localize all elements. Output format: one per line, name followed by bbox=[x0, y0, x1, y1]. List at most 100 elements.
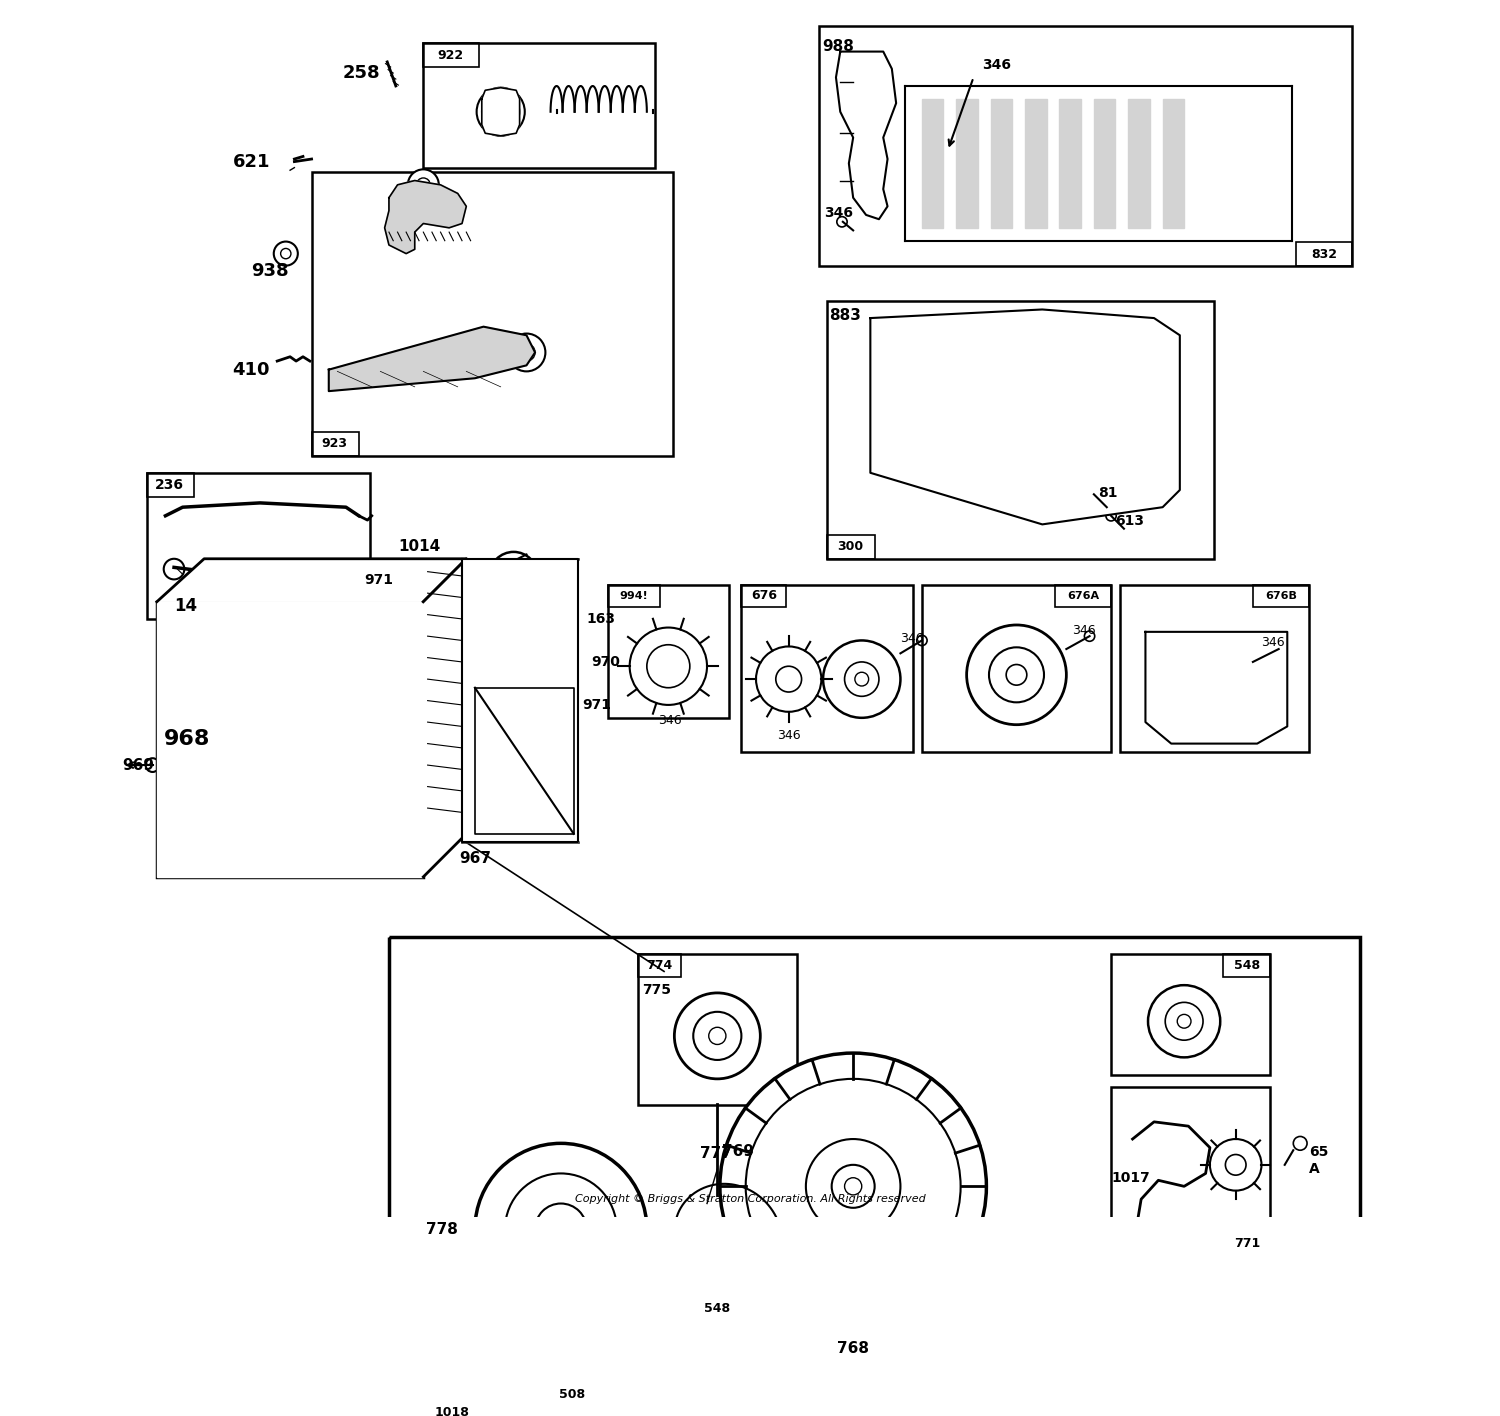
Text: 774: 774 bbox=[646, 959, 674, 971]
Text: 968: 968 bbox=[164, 729, 210, 749]
Bar bbox=[516, 1328, 628, 1415]
Text: A: A bbox=[1310, 1163, 1320, 1177]
Polygon shape bbox=[1024, 99, 1047, 228]
Text: 676A: 676A bbox=[1068, 590, 1100, 600]
Text: 994!: 994! bbox=[620, 590, 648, 600]
Bar bbox=[396, 1315, 507, 1416]
Circle shape bbox=[1148, 986, 1220, 1058]
Circle shape bbox=[507, 334, 546, 371]
Polygon shape bbox=[1146, 632, 1287, 743]
Circle shape bbox=[904, 365, 914, 374]
Bar bbox=[1059, 99, 1082, 228]
Bar bbox=[819, 25, 1352, 266]
Bar bbox=[638, 954, 681, 977]
Text: 1017: 1017 bbox=[1112, 1171, 1150, 1185]
Bar bbox=[1252, 585, 1310, 607]
Circle shape bbox=[904, 395, 914, 404]
Text: 676B: 676B bbox=[1266, 590, 1298, 600]
Circle shape bbox=[824, 640, 900, 718]
Text: 163: 163 bbox=[586, 612, 615, 626]
Text: 346: 346 bbox=[900, 632, 924, 644]
Text: 346: 346 bbox=[824, 207, 854, 221]
Bar bbox=[1222, 1233, 1270, 1255]
Circle shape bbox=[806, 1138, 900, 1233]
Bar bbox=[922, 585, 1112, 752]
Polygon shape bbox=[158, 559, 466, 602]
Text: 346: 346 bbox=[982, 58, 1011, 72]
Text: 410: 410 bbox=[232, 361, 270, 378]
Bar bbox=[388, 937, 1360, 1416]
Circle shape bbox=[1042, 116, 1146, 219]
Bar bbox=[1054, 585, 1112, 607]
Circle shape bbox=[489, 552, 537, 600]
Circle shape bbox=[476, 1143, 646, 1315]
Text: 300: 300 bbox=[837, 541, 864, 554]
Text: 676: 676 bbox=[752, 589, 777, 602]
Polygon shape bbox=[482, 88, 519, 136]
Polygon shape bbox=[957, 99, 978, 228]
Text: 621: 621 bbox=[232, 153, 270, 170]
Bar bbox=[957, 99, 978, 228]
Text: 65: 65 bbox=[1310, 1146, 1328, 1158]
Text: 346: 346 bbox=[658, 714, 682, 726]
Text: 771: 771 bbox=[1234, 1238, 1260, 1250]
Text: 777: 777 bbox=[699, 1146, 732, 1161]
Text: 969: 969 bbox=[123, 758, 154, 773]
Circle shape bbox=[974, 361, 1094, 481]
Polygon shape bbox=[922, 99, 944, 228]
Polygon shape bbox=[1094, 99, 1116, 228]
Circle shape bbox=[1210, 1138, 1261, 1191]
Text: 923: 923 bbox=[322, 438, 348, 450]
Bar bbox=[423, 42, 478, 67]
Text: 832: 832 bbox=[1311, 248, 1336, 261]
Circle shape bbox=[482, 93, 519, 130]
Bar bbox=[423, 42, 656, 167]
Bar bbox=[312, 171, 672, 456]
Circle shape bbox=[934, 395, 944, 404]
Bar bbox=[1222, 954, 1270, 977]
Text: 769: 769 bbox=[723, 1144, 754, 1160]
Text: 768: 768 bbox=[837, 1341, 868, 1357]
Polygon shape bbox=[1128, 99, 1149, 228]
Text: 14: 14 bbox=[174, 598, 196, 616]
Polygon shape bbox=[870, 310, 1180, 524]
Text: 1018: 1018 bbox=[435, 1406, 470, 1416]
Bar bbox=[1112, 954, 1270, 1075]
Text: 971: 971 bbox=[582, 698, 612, 712]
Polygon shape bbox=[476, 688, 574, 834]
Bar bbox=[312, 432, 358, 456]
Circle shape bbox=[964, 395, 974, 404]
Bar bbox=[147, 473, 370, 619]
Text: 236: 236 bbox=[154, 477, 184, 491]
Polygon shape bbox=[836, 51, 896, 219]
Text: 81: 81 bbox=[1098, 486, 1118, 500]
Circle shape bbox=[422, 1332, 482, 1393]
Circle shape bbox=[506, 1174, 616, 1286]
Circle shape bbox=[1184, 653, 1252, 722]
Polygon shape bbox=[1059, 99, 1082, 228]
Circle shape bbox=[630, 627, 706, 705]
Bar bbox=[158, 602, 423, 877]
Bar bbox=[1162, 99, 1184, 228]
Bar bbox=[828, 300, 1214, 559]
Text: 548: 548 bbox=[705, 1301, 730, 1315]
Bar bbox=[608, 585, 660, 607]
Circle shape bbox=[934, 426, 944, 435]
Bar bbox=[922, 99, 944, 228]
Polygon shape bbox=[990, 99, 1012, 228]
Bar bbox=[1094, 99, 1116, 228]
Text: 613: 613 bbox=[1116, 514, 1144, 528]
Text: 346: 346 bbox=[1262, 636, 1286, 649]
Text: 346: 346 bbox=[777, 729, 801, 742]
Text: 775: 775 bbox=[642, 983, 672, 997]
Bar bbox=[686, 1294, 750, 1324]
Text: 970: 970 bbox=[591, 656, 620, 668]
Bar bbox=[608, 585, 729, 718]
Text: 548: 548 bbox=[1234, 959, 1260, 971]
Text: 967: 967 bbox=[459, 851, 490, 867]
Text: 258: 258 bbox=[342, 64, 381, 82]
Polygon shape bbox=[384, 180, 466, 253]
Polygon shape bbox=[158, 602, 423, 877]
Bar bbox=[1119, 585, 1310, 752]
Circle shape bbox=[964, 365, 974, 374]
